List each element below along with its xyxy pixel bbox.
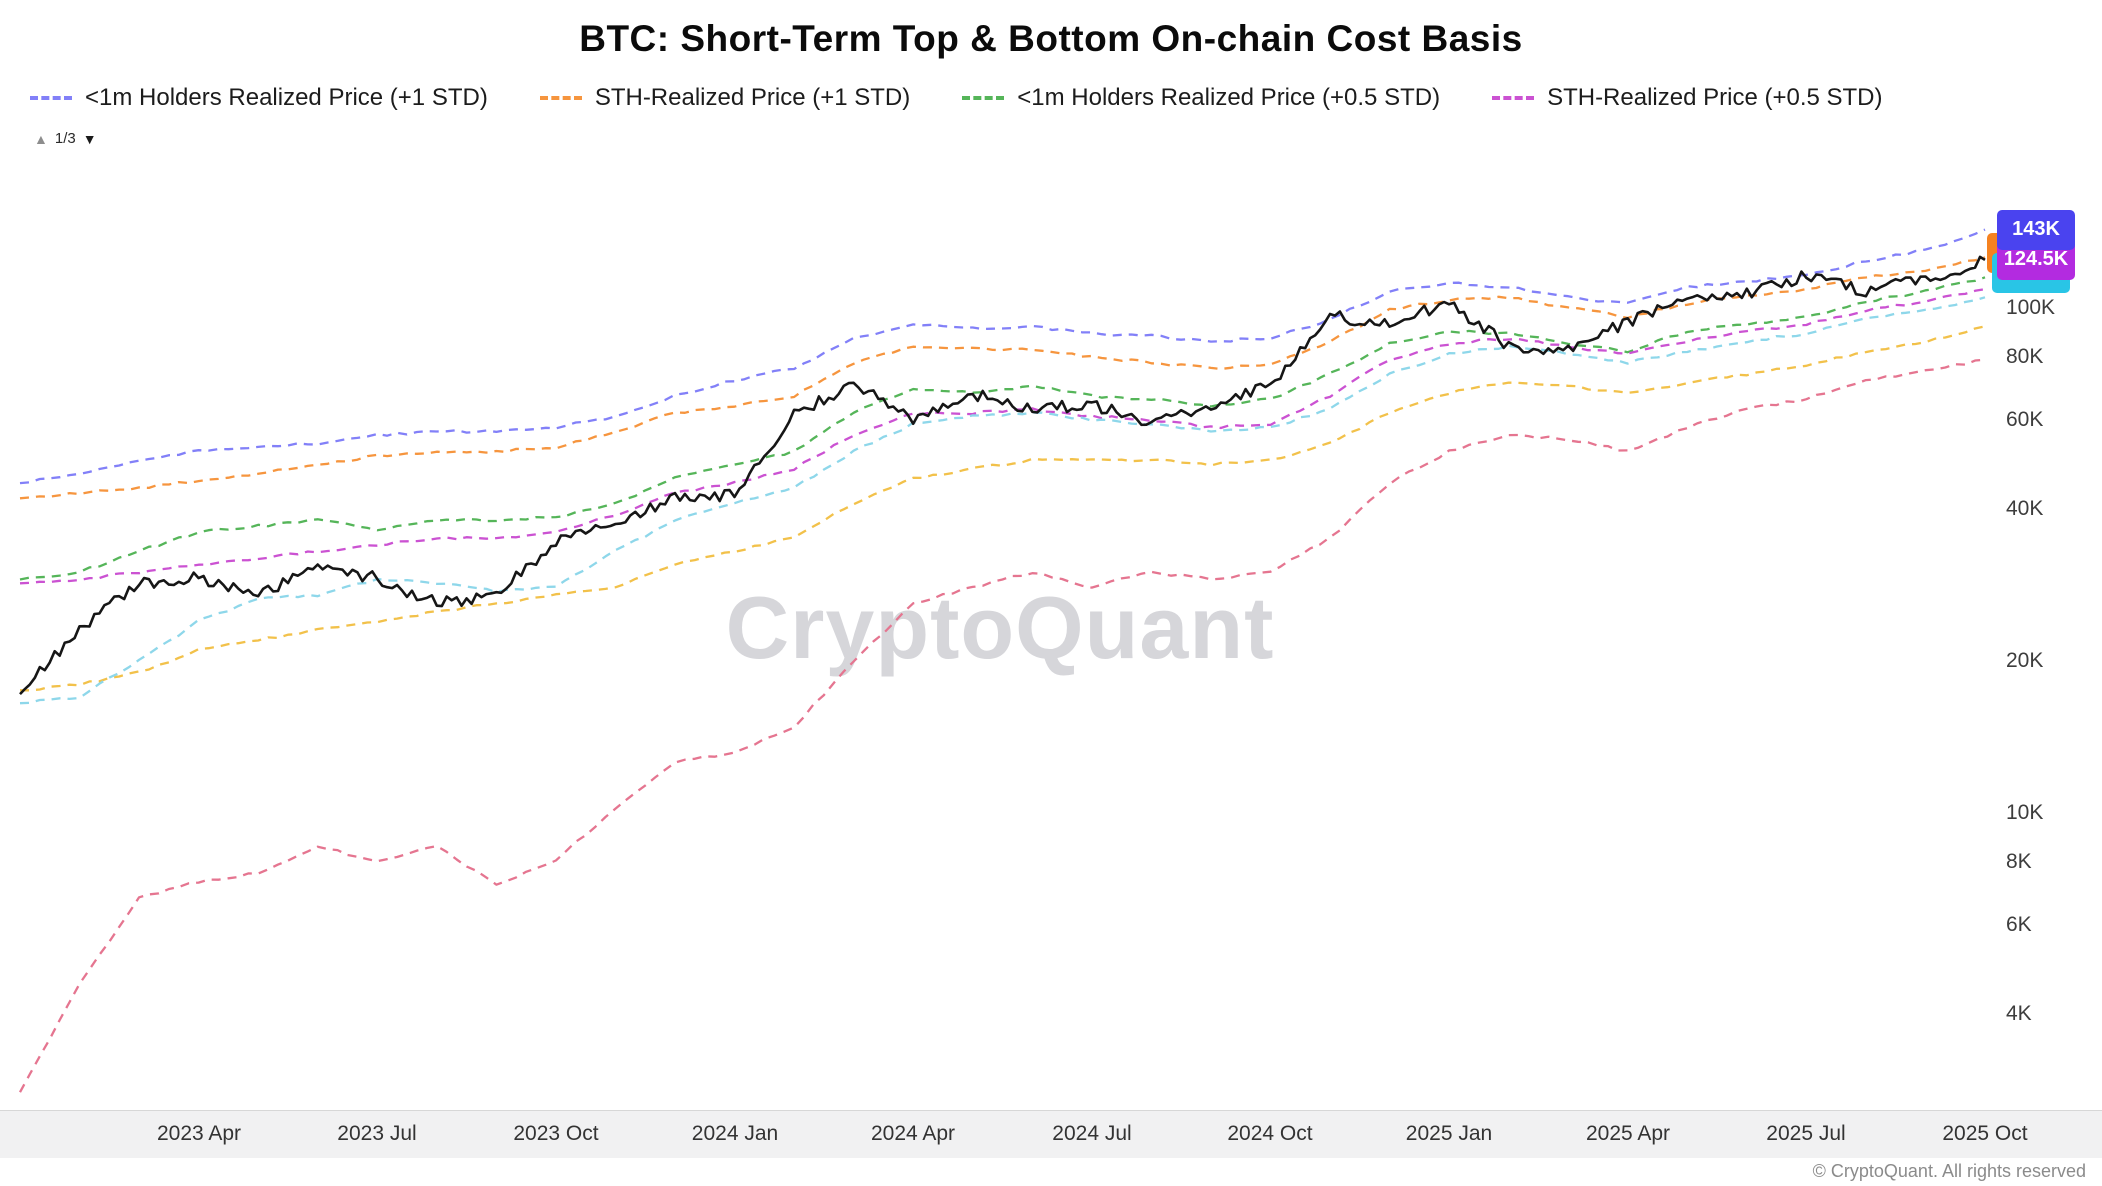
y-axis-label-6K: 6K (2006, 913, 2032, 937)
y-axis-label-8K: 8K (2006, 849, 2032, 873)
legend-dashed-line-marker (539, 96, 582, 100)
x-axis: 2023 Apr 2023 Jul 2023 Oct 2024 Jan 2024 Apr… (0, 1110, 2102, 1158)
series-sth-realized-price-plus-1-std (19, 256, 1986, 500)
y-axis-label-20K: 20K (2006, 648, 2044, 672)
x-axis-label: 2024 Jan (691, 1122, 779, 1145)
legend-item-label: <1m Holders Realized Price (+0.5 STD) (1017, 84, 1441, 111)
y-axis-label-100K: 100K (2006, 296, 2056, 319)
y-axis-label-4K: 4K (2006, 1001, 2032, 1025)
legend-dashed-line-marker (30, 96, 72, 100)
series-btc-price (19, 255, 1986, 696)
legend-item-label: <1m Holders Realized Price (+1 STD) (85, 84, 488, 111)
y-axis-label-80K: 80K (2006, 344, 2044, 368)
x-axis-label: 2023 Oct (513, 1122, 599, 1145)
legend-item-0[interactable]: <1m Holders Realized Price (+1 STD) (30, 84, 488, 112)
legend-dashed-line-marker (1492, 96, 1535, 100)
legend-page-indicator: 1/3 (54, 130, 76, 147)
y-axis-label-40K: 40K (2006, 496, 2044, 520)
legend-item-label: STH-Realized Price (+1 STD) (594, 84, 911, 111)
x-axis-label: 2025 Oct (1942, 1122, 2028, 1145)
series-lt1m-holders-realized-price-plus-1-std (19, 228, 1986, 485)
legend-pager: ▲ 1/3 ▼ (34, 130, 97, 147)
legend-item-3[interactable]: STH-Realized Price (+0.5 STD) (1492, 84, 1883, 112)
legend-item-1[interactable]: STH-Realized Price (+1 STD) (539, 84, 911, 112)
copyright-text: © CryptoQuant. All rights reserved (1812, 1161, 2086, 1181)
x-axis-label: 2024 Apr (870, 1122, 956, 1145)
price-badge-143K: 143K (1997, 209, 2075, 250)
series-sth-realized-price-plus-05-std (19, 287, 1986, 585)
legend-dashed-line-marker (962, 96, 1005, 100)
x-axis-label: 2024 Jul (1052, 1122, 1132, 1145)
series-pink-dashed-line (18, 358, 1986, 1093)
price-badges: 143K 124.5K (1987, 0, 2102, 1186)
chart-title: BTC: Short-Term Top & Bottom On-chain Co… (579, 18, 1523, 59)
x-axis-label: 2025 Jul (1766, 1122, 1846, 1145)
y-axis-label-10K: 10K (2006, 801, 2044, 824)
legend-page-up-icon[interactable]: ▲ (34, 130, 48, 147)
x-axis-label: 2024 Oct (1227, 1122, 1313, 1145)
legend-item-label: STH-Realized Price (+0.5 STD) (1547, 84, 1883, 111)
x-axis-label: 2023 Apr (156, 1122, 242, 1145)
cryptoquant-watermark: CryptoQuant (725, 578, 1275, 677)
x-axis-label: 2025 Jan (1405, 1122, 1493, 1145)
series-cyan-dashed-line (19, 296, 1986, 705)
legend-page-down-icon[interactable]: ▼ (82, 130, 97, 147)
y-axis-label-60K: 60K (2006, 408, 2044, 432)
y-axis: 100K 80K 60K 40K 20K 10K 8K 6K 4K (2006, 0, 2102, 1186)
x-axis-label: 2025 Apr (1585, 1122, 1671, 1145)
series-lt1m-holders-realized-price-plus-05-std (19, 276, 1986, 581)
legend-item-2[interactable]: <1m Holders Realized Price (+0.5 STD) (962, 84, 1440, 112)
chart-legend: <1m Holders Realized Price (+1 STD) STH-R… (30, 84, 1883, 112)
series-yellow-dashed-line (20, 325, 1986, 692)
x-axis-label: 2023 Jul (337, 1122, 417, 1145)
